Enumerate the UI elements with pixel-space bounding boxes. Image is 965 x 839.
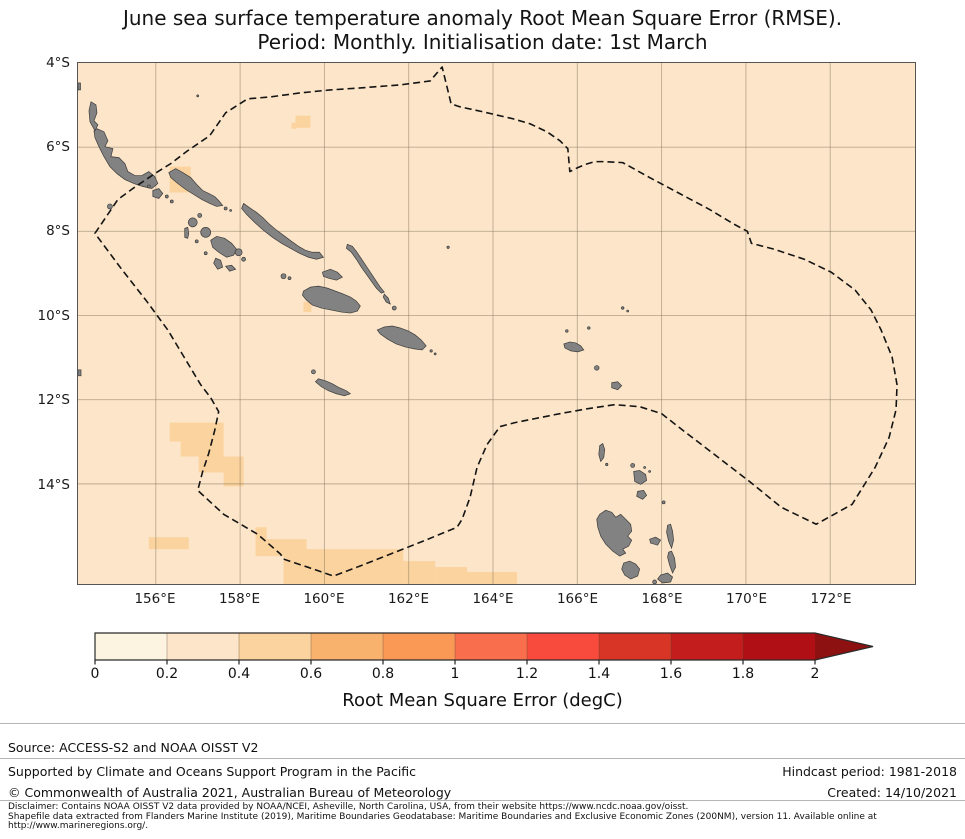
graticule-layer xyxy=(78,63,915,584)
colorbar-segment xyxy=(383,633,455,660)
x-tick-label: 166°E xyxy=(556,591,599,607)
x-tick-label: 156°E xyxy=(134,591,176,607)
x-tick-label: 164°E xyxy=(472,591,514,607)
colorbar-segment xyxy=(527,633,599,660)
colorbar-tick-label: 0.6 xyxy=(299,666,323,682)
colorbar-svg xyxy=(94,632,874,665)
colorbar-tick-label: 0 xyxy=(90,666,100,682)
copyright-text: © Commonwealth of Australia 2021, Austra… xyxy=(8,785,452,800)
y-tick-label: 12°S xyxy=(37,392,71,408)
y-tick-label: 10°S xyxy=(37,307,71,324)
x-tick-label: 160°E xyxy=(303,591,345,607)
figure-title-line1: June sea surface temperature anomaly Roo… xyxy=(122,6,843,30)
colorbar-segment xyxy=(95,633,167,660)
map-canvas xyxy=(77,62,916,585)
colorbar-tick-label: 0.2 xyxy=(155,666,179,682)
colorbar: 0 0.2 0.4 0.6 0.8 1 1.2 1.4 1.6 1.8 2 xyxy=(0,626,965,722)
colorbar-tick-label: 1.8 xyxy=(731,666,755,682)
x-tick-label: 170°E xyxy=(725,591,768,607)
divider-middle xyxy=(0,758,965,759)
disclaimer-line3: http://www.marineregions.org/. xyxy=(8,821,149,831)
x-tick-label: 168°E xyxy=(641,591,683,607)
colorbar-segment xyxy=(455,633,527,660)
supported-by-text: Supported by Climate and Oceans Support … xyxy=(8,764,417,779)
colorbar-tick-label: 0.8 xyxy=(371,666,395,682)
x-tick-label: 162°E xyxy=(387,591,430,607)
x-tick-label: 172°E xyxy=(810,591,852,607)
eez-boundary-dashed-line xyxy=(94,66,898,577)
colorbar-over-range-arrow xyxy=(815,633,873,660)
map-plot xyxy=(78,63,915,584)
rmse-patches-layer xyxy=(148,115,517,584)
island-png-group xyxy=(78,82,164,377)
y-tick-label: 14°S xyxy=(37,476,71,493)
colorbar-tick-label: 1.4 xyxy=(587,666,611,682)
colorbar-segment xyxy=(167,633,239,660)
islands-layer xyxy=(78,82,676,584)
y-tick-label: 8°S xyxy=(46,223,70,239)
colorbar-segment xyxy=(239,633,311,660)
figure-title-line2: Period: Monthly. Initialisation date: 1s… xyxy=(257,30,708,54)
islet-dots xyxy=(107,94,666,584)
disclaimer-line2: Shapefile data extracted from Flanders M… xyxy=(8,811,877,822)
island-solomon-main xyxy=(168,168,427,397)
divider-top xyxy=(0,723,965,724)
colorbar-segment xyxy=(671,633,743,660)
colorbar-tick-label: 1.6 xyxy=(659,666,683,682)
divider-bottom xyxy=(0,800,965,801)
colorbar-tick-label: 2 xyxy=(810,666,820,682)
hindcast-period-text: Hindcast period: 1981-2018 xyxy=(782,764,957,779)
colorbar-tick-label: 1.2 xyxy=(515,666,539,682)
y-tick-label: 4°S xyxy=(46,55,70,71)
colorbar-segment xyxy=(743,633,815,660)
island-vanuatu-group xyxy=(596,442,676,584)
colorbar-tick-label: 1 xyxy=(450,666,460,682)
created-date-text: Created: 14/10/2021 xyxy=(827,785,957,800)
y-tick-label: 6°S xyxy=(46,138,70,155)
colorbar-axis-label: Root Mean Square Error (degC) xyxy=(342,690,623,711)
colorbar-tick-label: 0.4 xyxy=(227,666,251,682)
island-santa-cruz-group xyxy=(563,341,623,391)
colorbar-outline xyxy=(94,632,874,661)
colorbar-segment xyxy=(311,633,383,660)
source-text: Source: ACCESS-S2 and NOAA OISST V2 xyxy=(8,740,259,755)
colorbar-segment xyxy=(599,633,671,660)
disclaimer-line1: Disclaimer: Contains NOAA OISST V2 data … xyxy=(8,802,689,812)
x-tick-label: 158°E xyxy=(218,591,261,607)
figure-title: June sea surface temperature anomaly Roo… xyxy=(0,6,965,54)
